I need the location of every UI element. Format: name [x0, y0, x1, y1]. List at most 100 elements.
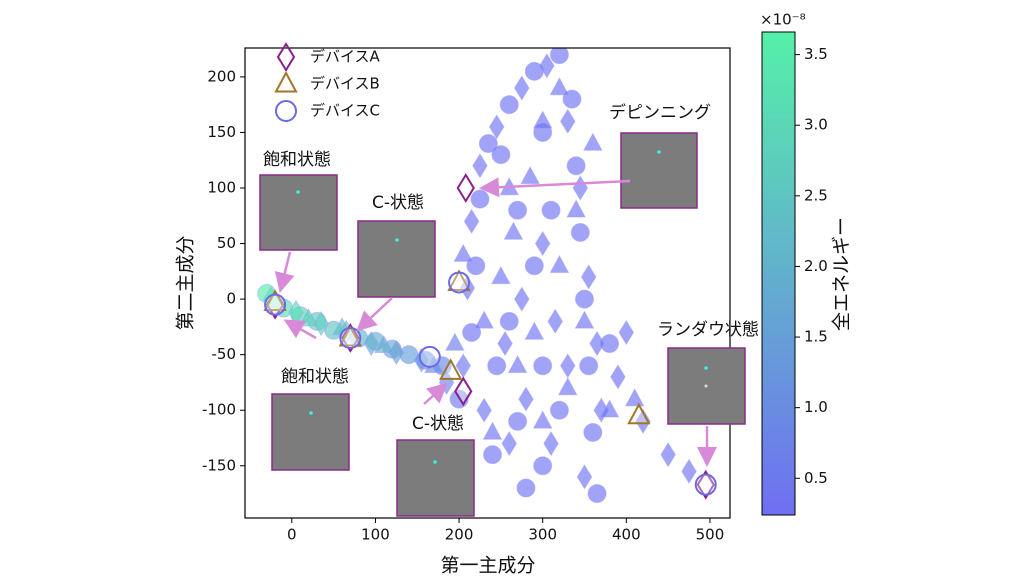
marker — [524, 321, 545, 340]
colorbar-tick-label: 2.5 — [804, 186, 828, 204]
marker — [549, 48, 569, 65]
marker — [566, 156, 586, 176]
annotation: 飽和状態 — [263, 150, 331, 170]
marker — [476, 397, 492, 423]
x-tick-label: 300 — [528, 526, 557, 544]
marker — [454, 376, 473, 407]
x-tick-label: 0 — [287, 526, 297, 544]
inset-dot — [704, 384, 708, 388]
marker — [557, 377, 578, 396]
colorbar-label: 全エネルギー — [831, 217, 853, 331]
marker — [518, 386, 534, 412]
marker — [516, 478, 536, 498]
marker — [610, 364, 626, 390]
arrow — [423, 382, 448, 405]
marker — [338, 324, 363, 347]
marker — [472, 153, 488, 179]
legend-label: デバイスB — [310, 75, 380, 93]
marker — [276, 42, 296, 72]
marker — [533, 456, 553, 476]
marker — [566, 199, 586, 218]
marker — [507, 354, 528, 374]
marker — [478, 134, 498, 154]
marker — [470, 189, 490, 209]
marker — [445, 332, 465, 351]
x-tick-label: 100 — [361, 526, 390, 544]
marker — [583, 422, 603, 442]
marker — [618, 319, 635, 346]
marker — [363, 330, 380, 357]
inset-dot — [395, 238, 399, 242]
y-tick-label: 50 — [217, 234, 236, 252]
marker — [482, 421, 503, 440]
y-tick-label: 0 — [226, 290, 236, 308]
marker — [275, 100, 297, 122]
marker — [533, 356, 553, 376]
marker — [696, 469, 715, 500]
marker — [627, 402, 651, 425]
marker — [549, 77, 570, 96]
marker — [373, 334, 394, 354]
marker — [264, 293, 287, 316]
marker — [694, 473, 717, 496]
marker — [547, 308, 564, 334]
marker — [660, 442, 676, 468]
marker — [339, 327, 362, 349]
marker — [263, 289, 287, 311]
x-axis-label: 第一主成分 — [440, 555, 535, 577]
annotation: 飽和状態 — [281, 367, 349, 387]
marker — [532, 410, 553, 429]
marker — [491, 145, 511, 165]
inset-dot — [704, 366, 708, 370]
inset-dot — [296, 190, 300, 194]
marker — [418, 345, 441, 368]
marker — [487, 356, 507, 376]
marker — [456, 173, 475, 203]
annotation: C-状態 — [412, 414, 464, 434]
inset — [357, 220, 436, 298]
marker — [587, 484, 607, 504]
marker — [572, 175, 589, 201]
marker — [508, 411, 528, 431]
marker — [424, 354, 444, 374]
inset — [271, 393, 350, 471]
marker — [624, 388, 645, 407]
y-tick-label: 100 — [207, 179, 236, 197]
inset-dot — [657, 150, 661, 154]
marker — [576, 464, 593, 490]
marker — [574, 310, 595, 329]
y-tick-label: -150 — [202, 456, 236, 474]
marker — [501, 430, 518, 457]
marker — [483, 445, 503, 465]
plot-area — [257, 48, 717, 504]
marker — [580, 264, 597, 290]
insets: 飽和状態 C-状態 デピンニング 飽和状態 C-状態 ランダウ状態 — [259, 102, 759, 517]
marker — [524, 256, 544, 276]
y-tick-label: -50 — [212, 345, 237, 363]
inset-dot — [309, 411, 313, 415]
marker — [447, 269, 471, 291]
x-tick-label: 200 — [445, 526, 474, 544]
marker — [453, 243, 474, 262]
marker — [541, 200, 561, 220]
marker — [589, 330, 605, 357]
marker — [539, 53, 555, 79]
colorbar-tick-label: 1.0 — [804, 398, 828, 416]
y-tick-label: -100 — [202, 401, 236, 419]
plot-frame — [244, 47, 731, 519]
colorbar-tick-label: 3.5 — [804, 45, 828, 63]
marker — [570, 222, 590, 242]
marker — [388, 339, 405, 366]
marker — [635, 408, 651, 434]
marker — [497, 330, 513, 357]
legend-label: デバイスA — [310, 48, 381, 66]
arrow — [479, 177, 631, 198]
marker — [503, 221, 524, 240]
marker — [579, 356, 599, 376]
marker — [439, 358, 463, 380]
marker — [448, 271, 471, 294]
colorbar-tick-label: 1.5 — [804, 328, 828, 346]
x-tick-label: 400 — [612, 526, 641, 544]
inset — [259, 174, 338, 251]
